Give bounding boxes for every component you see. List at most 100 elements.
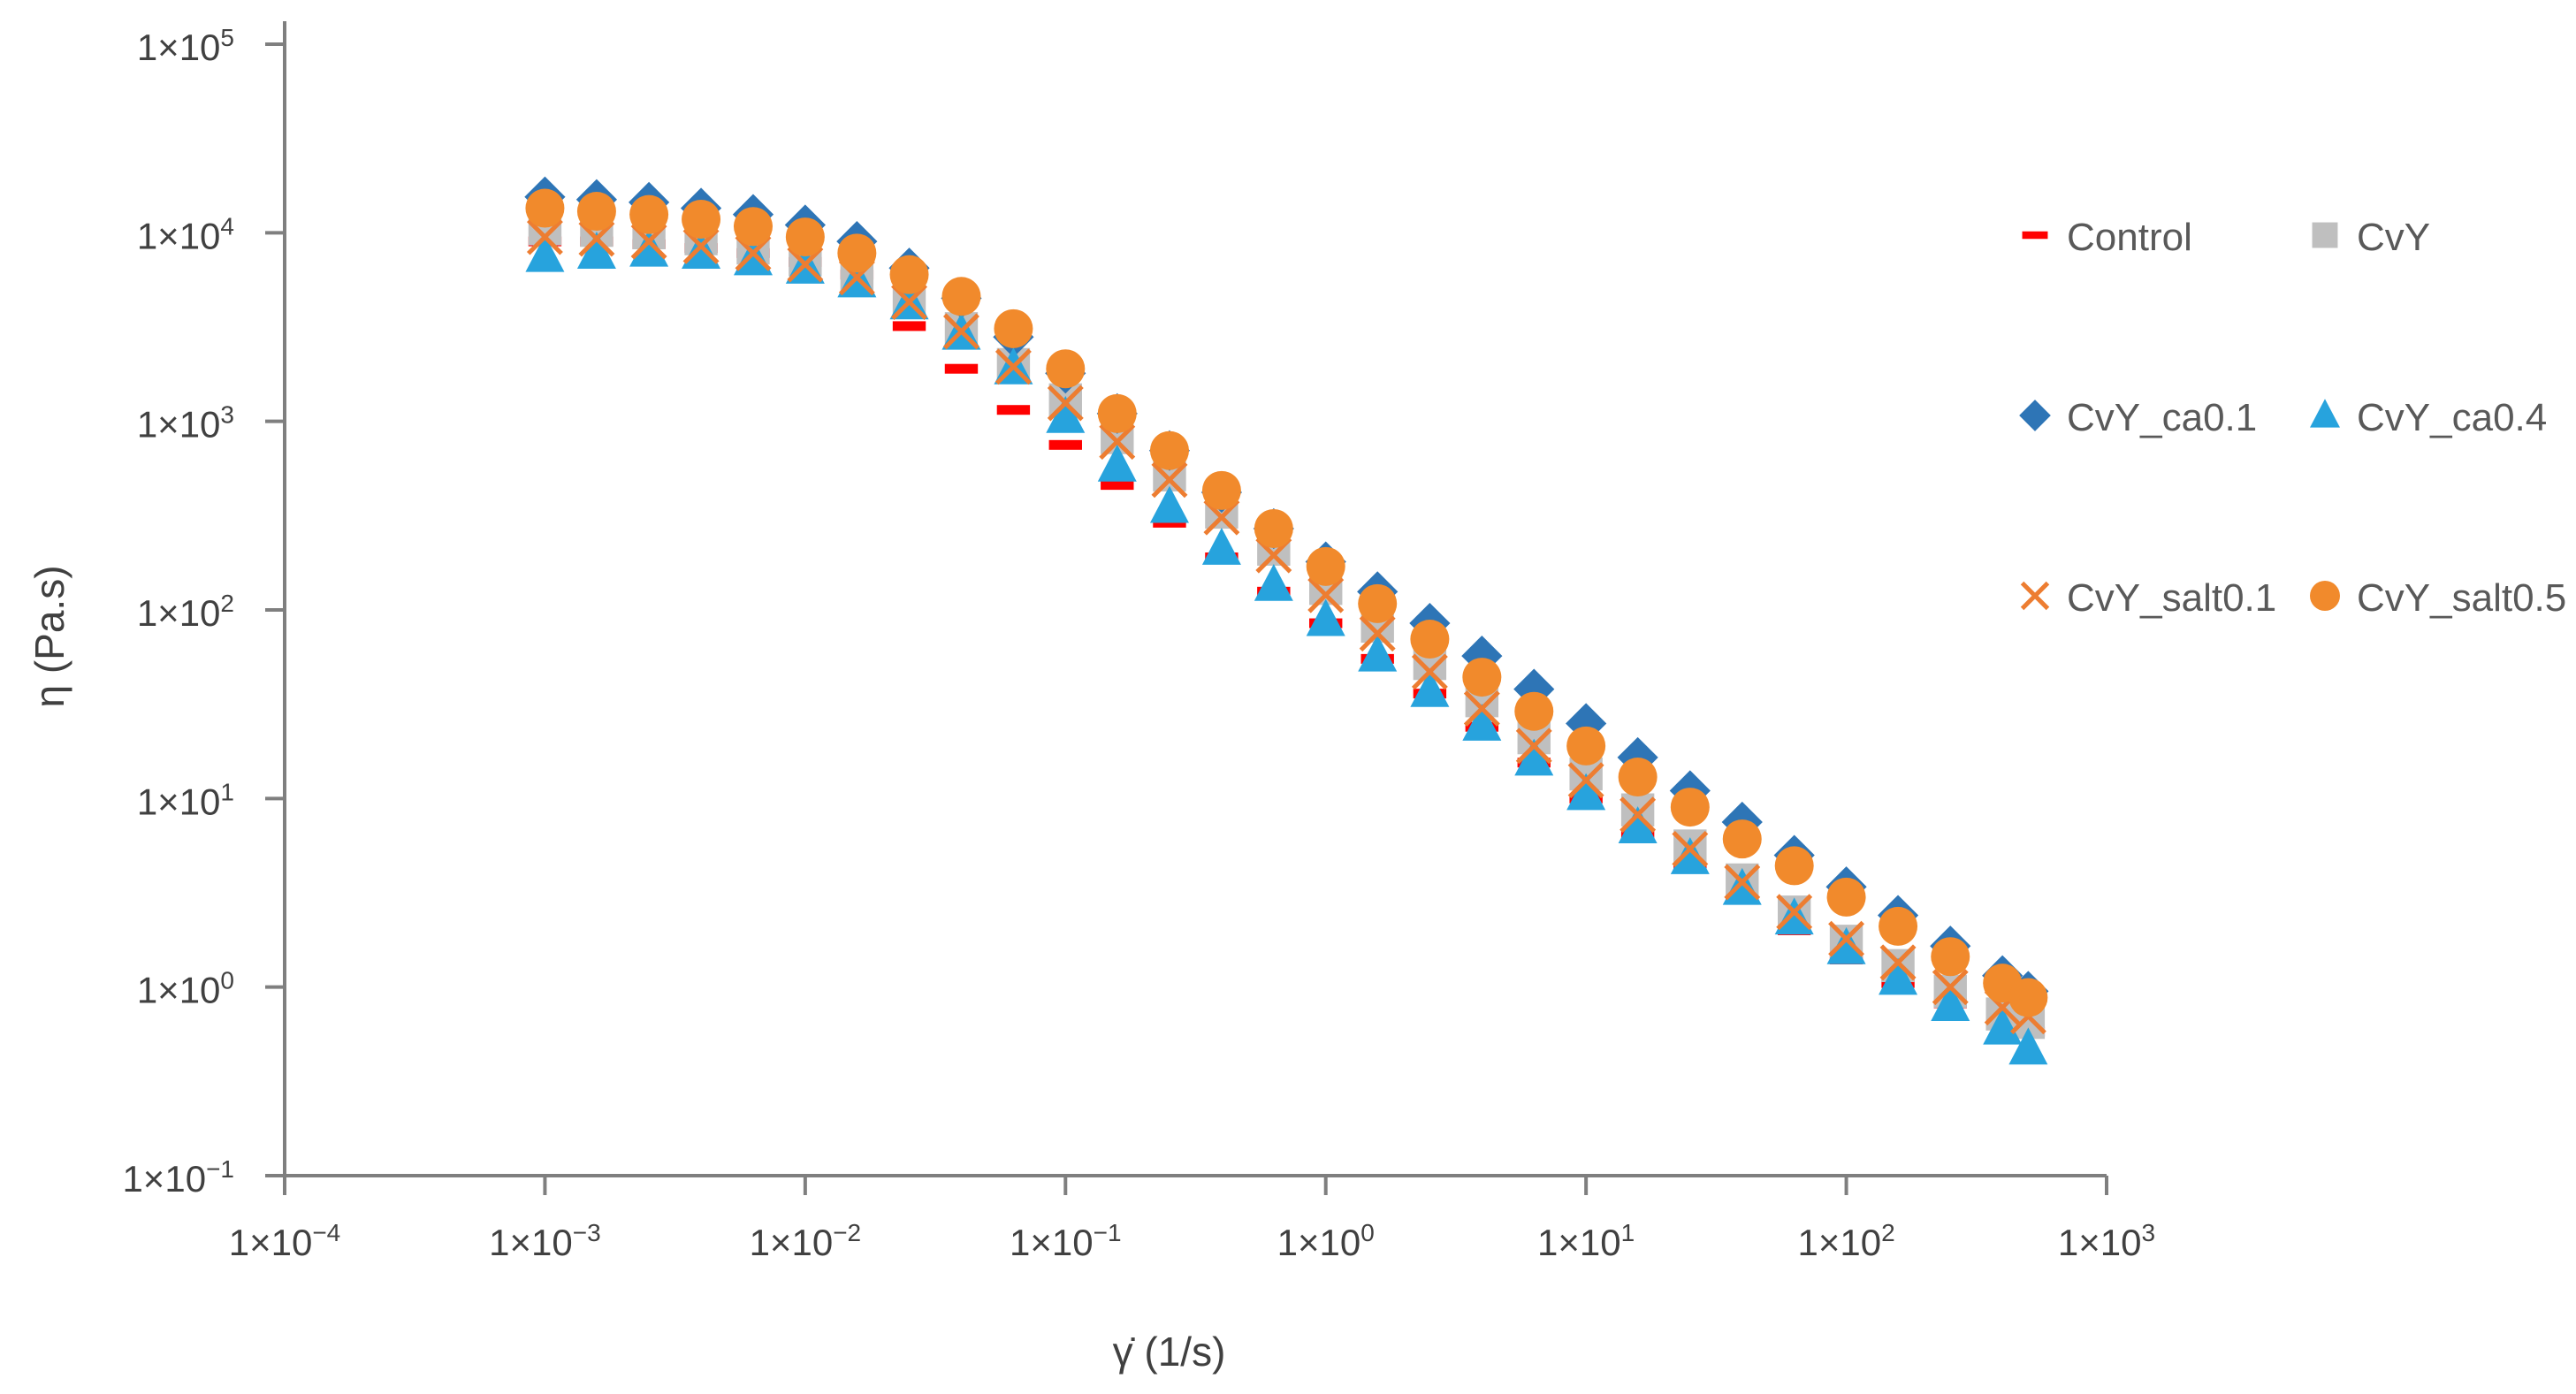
data-point [1774, 846, 1814, 886]
data-point [1254, 563, 1293, 601]
data-point [1567, 762, 1604, 799]
data-point [1101, 480, 1134, 491]
data-point [944, 363, 979, 374]
data-point [1410, 620, 1450, 659]
legend-marker [2020, 581, 2050, 611]
data-point [576, 232, 616, 269]
data-point [1411, 653, 1448, 690]
data-point [682, 232, 721, 269]
data-point [1306, 546, 1345, 586]
series-control [528, 236, 2046, 1037]
data-point [1724, 864, 1761, 901]
data-point [1932, 969, 1969, 1006]
x-tick-label: 1×103 [2058, 1219, 2155, 1263]
data-point [576, 192, 616, 232]
legend-marker [2019, 400, 2051, 431]
data-point [2008, 1027, 2048, 1065]
y-axis-title: η (Pa.s) [27, 565, 72, 707]
data-point [1566, 703, 1607, 744]
data-point [1358, 583, 1398, 623]
y-tick-label: 1×10−1 [122, 1155, 234, 1200]
legend-marker [2022, 231, 2048, 240]
data-point [787, 246, 824, 283]
data-point [1514, 738, 1554, 776]
data-point [1359, 615, 1396, 652]
data-point [1201, 470, 1241, 510]
data-point [1776, 894, 1813, 931]
data-point [1879, 944, 1917, 981]
data-point [1722, 867, 1762, 905]
y-axis-ticks: 1×10−1 1×100 1×101 1×102 1×103 1×104 1×105 [122, 24, 285, 1200]
data-point [1826, 877, 1866, 917]
x-tick-label: 1×102 [1797, 1219, 1894, 1263]
data-point [1048, 439, 1082, 450]
data-point [941, 277, 981, 316]
legend-label: CvY [2357, 216, 2430, 259]
data-point [995, 348, 1032, 385]
legend-item: CvY_ca0.4 [2310, 396, 2547, 439]
data-point [1046, 395, 1086, 433]
data-point [629, 194, 669, 234]
data-point [1307, 576, 1345, 613]
data-point [1151, 461, 1188, 499]
data-point [1826, 926, 1866, 964]
legend-marker [2310, 399, 2340, 428]
data-point [525, 234, 565, 272]
legend-label: CvY_salt0.1 [2067, 576, 2276, 620]
legend-marker [2310, 581, 2340, 611]
legend-label: Control [2067, 216, 2192, 259]
data-point [1672, 830, 1709, 867]
data-point [1046, 349, 1086, 389]
data-point [889, 255, 929, 294]
legend-label: CvY_ca0.1 [2067, 396, 2257, 439]
x-tick-label: 1×100 [1277, 1219, 1375, 1263]
data-point [1879, 957, 1918, 995]
data-point [785, 217, 825, 257]
legend-label: CvY_ca0.4 [2357, 396, 2547, 439]
plot-area: 1×10−4 1×10−3 1×10−2 1×10−1 1×100 1×101 1×102 1… [122, 21, 2155, 1263]
data-point [1670, 788, 1710, 827]
data-point [1879, 906, 1918, 946]
data-point [1722, 819, 1762, 859]
legend-item: CvY_ca0.1 [2019, 396, 2257, 439]
data-point [1618, 758, 1658, 797]
data-point [1983, 1007, 2023, 1045]
y-tick-label: 1×105 [137, 24, 234, 68]
y-tick-label: 1×100 [137, 967, 234, 1011]
x-tick-label: 1×10−3 [489, 1219, 601, 1263]
data-point [1358, 634, 1398, 672]
data-point [1149, 485, 1189, 523]
data-point [1828, 920, 1865, 957]
data-point [1201, 528, 1241, 565]
series-cvy-salt0-5 [525, 188, 2048, 1017]
data-point [1254, 508, 1293, 548]
series-cvy-salt0-1 [526, 218, 2046, 1035]
data-point [1670, 837, 1710, 874]
legend-item: CvY [2312, 216, 2430, 259]
data-point [578, 220, 615, 257]
x-tick-label: 1×10−2 [750, 1219, 862, 1263]
data-point [891, 284, 927, 320]
data-point [1099, 423, 1136, 461]
series-layer [524, 176, 2049, 1065]
data-point [733, 207, 773, 247]
legend-item: CvY_salt0.1 [2020, 576, 2276, 620]
y-tick-label: 1×103 [137, 401, 234, 446]
series-cvy [528, 212, 2046, 1040]
data-point [1097, 444, 1137, 482]
legend-label: CvY_salt0.5 [2357, 576, 2566, 620]
y-tick-label: 1×101 [137, 778, 234, 822]
x-tick-label: 1×10−1 [1010, 1219, 1122, 1263]
data-point [629, 229, 669, 267]
data-point [994, 309, 1033, 348]
x-axis-ticks: 1×10−4 1×10−3 1×10−2 1×10−1 1×100 1×101 1×102 1… [229, 1176, 2155, 1263]
data-point [1462, 704, 1502, 741]
series-cvy-ca0-4 [525, 229, 2048, 1065]
y-tick-label: 1×102 [137, 590, 234, 634]
data-point [1149, 430, 1189, 470]
data-point [1774, 897, 1814, 935]
x-tick-label: 1×10−4 [229, 1219, 341, 1263]
data-point [1514, 691, 1554, 731]
data-point [526, 218, 563, 255]
